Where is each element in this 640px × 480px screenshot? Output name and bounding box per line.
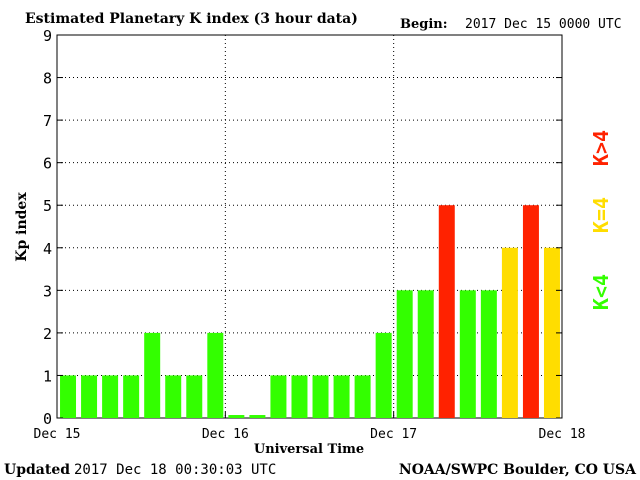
kp-bar xyxy=(543,247,560,418)
updated-value: 2017 Dec 18 00:30:03 UTC xyxy=(74,462,276,478)
plot-area xyxy=(56,34,563,419)
kp-bar xyxy=(501,247,518,418)
y-tick-label: 5 xyxy=(43,197,52,215)
x-tick-label: Dec 18 xyxy=(539,427,586,442)
bar-series xyxy=(60,205,560,418)
kp-bar xyxy=(291,375,308,418)
kp-bar xyxy=(438,205,455,418)
kp-bar xyxy=(165,375,182,418)
x-tick-label: Dec 16 xyxy=(202,427,249,442)
credit-text: NOAA/SWPC Boulder, CO USA xyxy=(399,462,637,478)
kp-bar xyxy=(60,375,77,418)
y-tick-label: 2 xyxy=(43,325,52,343)
y-tick-label: 1 xyxy=(43,367,52,385)
kp-bar xyxy=(417,290,434,418)
kp-bar xyxy=(375,332,392,418)
begin-value: 2017 Dec 15 0000 UTC xyxy=(465,17,622,32)
kp-bar xyxy=(333,375,350,418)
chart-title: Estimated Planetary K index (3 hour data… xyxy=(25,11,358,27)
y-axis-label: Kp index xyxy=(14,192,30,262)
kp-bar xyxy=(144,332,161,418)
y-tick-label: 6 xyxy=(43,155,52,173)
x-axis-ticks: Dec 15 Dec 16 Dec 17 Dec 18 xyxy=(34,412,586,442)
y-tick-label: 8 xyxy=(43,70,52,88)
y-tick-label: 7 xyxy=(43,112,52,130)
legend-k-equals-4: K=4 xyxy=(589,197,613,233)
kp-bar xyxy=(354,375,371,418)
kp-bar xyxy=(228,415,245,418)
y-tick-label: 4 xyxy=(43,240,52,258)
kp-bar xyxy=(270,375,287,418)
kp-bar xyxy=(522,205,539,418)
kp-bar xyxy=(123,375,140,418)
kp-bar xyxy=(480,290,497,418)
kp-bar xyxy=(102,375,119,418)
x-tick-label: Dec 15 xyxy=(34,427,81,442)
updated-label: Updated xyxy=(4,462,70,478)
kp-bar xyxy=(186,375,203,418)
y-tick-label: 3 xyxy=(43,282,52,300)
kp-bar xyxy=(207,332,224,418)
kp-bar xyxy=(81,375,98,418)
x-tick-label: Dec 17 xyxy=(370,427,417,442)
y-tick-label: 0 xyxy=(43,410,52,428)
legend-k-greater-than-4: K>4 xyxy=(589,130,613,166)
gridlines xyxy=(57,35,562,418)
kp-bar xyxy=(459,290,476,418)
kp-bar xyxy=(396,290,413,418)
legend-k-less-than-4: K<4 xyxy=(589,274,613,310)
x-axis-label: Universal Time xyxy=(254,442,364,457)
begin-label: Begin: xyxy=(400,17,448,32)
kp-bar xyxy=(312,375,329,418)
kp-bar xyxy=(249,415,266,418)
y-axis-ticks: 0 1 2 3 4 5 6 7 8 9 xyxy=(43,27,562,428)
y-tick-label: 9 xyxy=(43,27,52,45)
